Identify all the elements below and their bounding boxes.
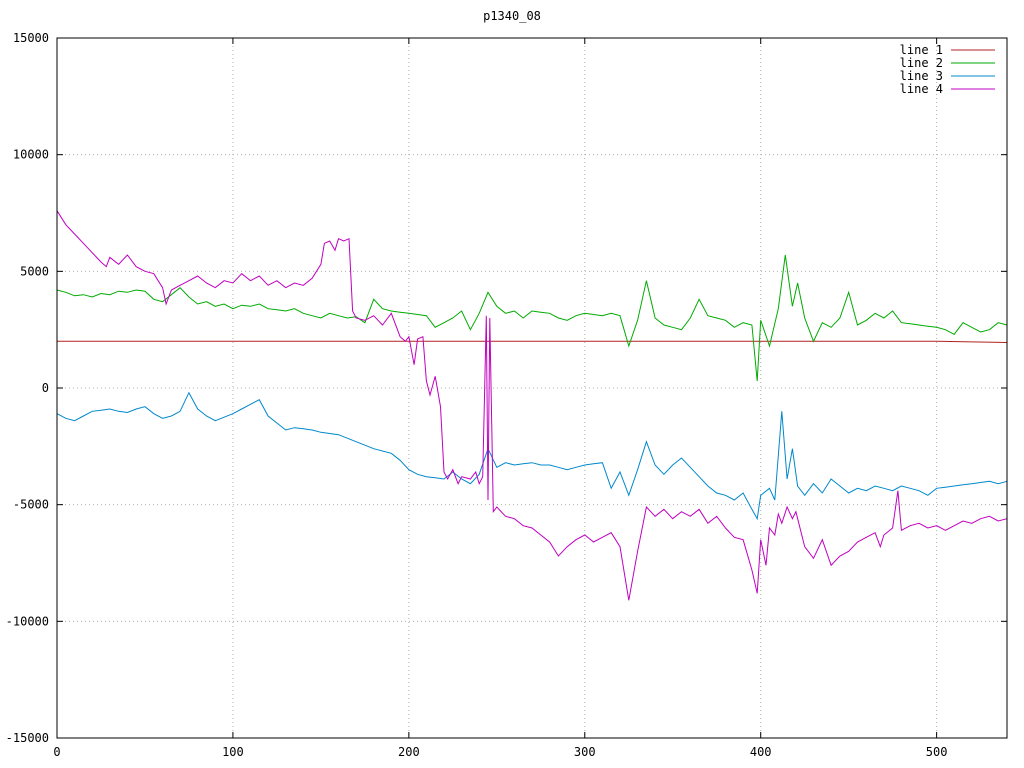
legend-label: line 1 xyxy=(900,43,943,57)
series-3-line xyxy=(56,391,1008,521)
legend-label: line 4 xyxy=(900,82,943,96)
series-4-line xyxy=(56,210,1008,601)
x-tick-label: 100 xyxy=(222,745,244,759)
y-tick-label: 0 xyxy=(42,381,49,395)
x-tick-label: 200 xyxy=(398,745,420,759)
x-tick-label: 400 xyxy=(750,745,772,759)
legend-label: line 3 xyxy=(900,69,943,83)
y-tick-label: 10000 xyxy=(13,148,49,162)
x-tick-label: 500 xyxy=(926,745,948,759)
series-2-line xyxy=(56,254,1008,382)
x-tick-label: 0 xyxy=(53,745,60,759)
series-1-line xyxy=(57,340,1008,343)
y-tick-label: 5000 xyxy=(20,264,49,278)
legend-label: line 2 xyxy=(900,56,943,70)
plot-border xyxy=(56,37,1008,739)
y-tick-label: -15000 xyxy=(6,731,49,745)
x-tick-label: 300 xyxy=(574,745,596,759)
y-tick-label: -10000 xyxy=(6,614,49,628)
y-tick-label: -5000 xyxy=(13,498,49,512)
chart-title: p1340_08 xyxy=(483,9,541,23)
y-tick-label: 15000 xyxy=(13,31,49,45)
